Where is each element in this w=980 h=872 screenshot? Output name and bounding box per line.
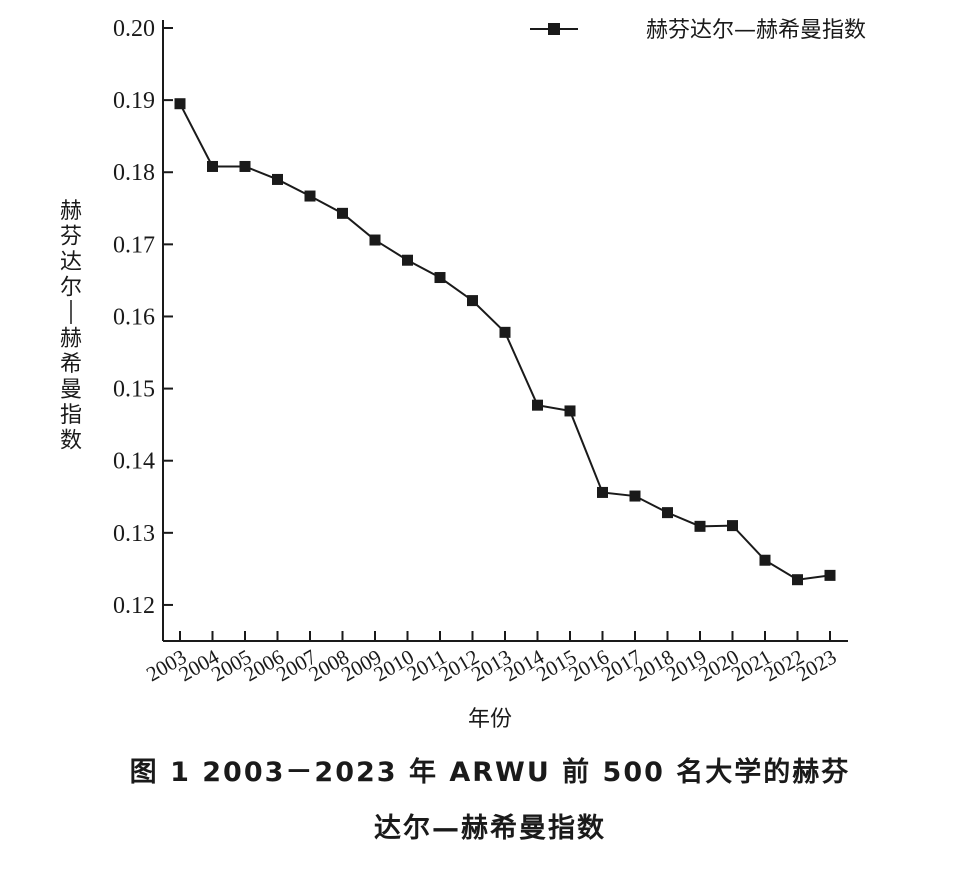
y-axis-title-char: 赫 [60,327,82,352]
y-tick-label: 0.15 [113,377,155,403]
y-axis-title-char: 赫 [60,199,82,224]
y-tick-label: 0.16 [113,304,155,330]
data-point-marker [597,486,608,498]
y-axis-title-char: 数 [60,429,82,454]
figure-caption-line-1: 图 1 2003－2023 年 ARWU 前 500 名大学的赫芬 [129,757,851,788]
data-point-marker [207,160,218,172]
data-point-marker [402,254,413,266]
data-point-marker [564,405,576,417]
y-axis-title-char: 指 [60,403,82,428]
y-axis-title-char: 达 [60,250,82,275]
data-point-marker [467,295,478,307]
data-point-marker [694,520,706,532]
y-tick-label: 0.19 [113,88,155,114]
x-axis: 2003200420052006200720082009201020112012… [142,631,848,686]
data-point-marker [532,399,543,411]
y-axis-title-char: 尔 [60,276,82,301]
data-point-marker [499,326,511,338]
series-group [174,98,836,586]
y-axis: 0.12 0.13 0.14 0.15 0.16 0.17 0.18 0.19 0.20 [113,16,173,641]
data-point-marker [337,207,348,219]
data-point-marker [304,190,316,202]
data-point-marker [272,173,283,185]
y-tick-label: 0.12 [113,593,155,619]
y-axis-title-char: 曼 [60,378,82,403]
y-tick-label: 0.17 [113,232,155,258]
data-point-marker [759,554,771,566]
data-point-marker [727,520,738,532]
y-axis-title-char: 芬 [60,225,82,250]
legend-marker-swatch [548,23,560,35]
data-point-marker [434,272,446,284]
data-point-marker [792,574,803,586]
y-axis-title-char: 希 [60,352,82,377]
y-tick-label: 0.20 [113,16,155,42]
data-point-marker [174,98,186,110]
data-point-marker [629,490,641,502]
figure-caption-line-2: 达尔—赫希曼指数 [374,813,606,844]
legend: 赫芬达尔—赫希曼指数 [530,18,866,43]
data-point-marker [662,507,673,519]
x-axis-title: 年份 [468,707,512,732]
hhi-line-chart: 0.12 0.13 0.14 0.15 0.16 0.17 0.18 0.19 0.20 200… [60,16,866,732]
data-point-marker [369,234,381,246]
y-tick-label: 0.14 [113,449,155,475]
y-tick-label: 0.13 [113,521,155,547]
data-point-marker [239,160,251,172]
data-point-marker [824,569,836,581]
y-tick-label: 0.18 [113,160,155,186]
legend-label: 赫芬达尔—赫希曼指数 [646,18,866,43]
